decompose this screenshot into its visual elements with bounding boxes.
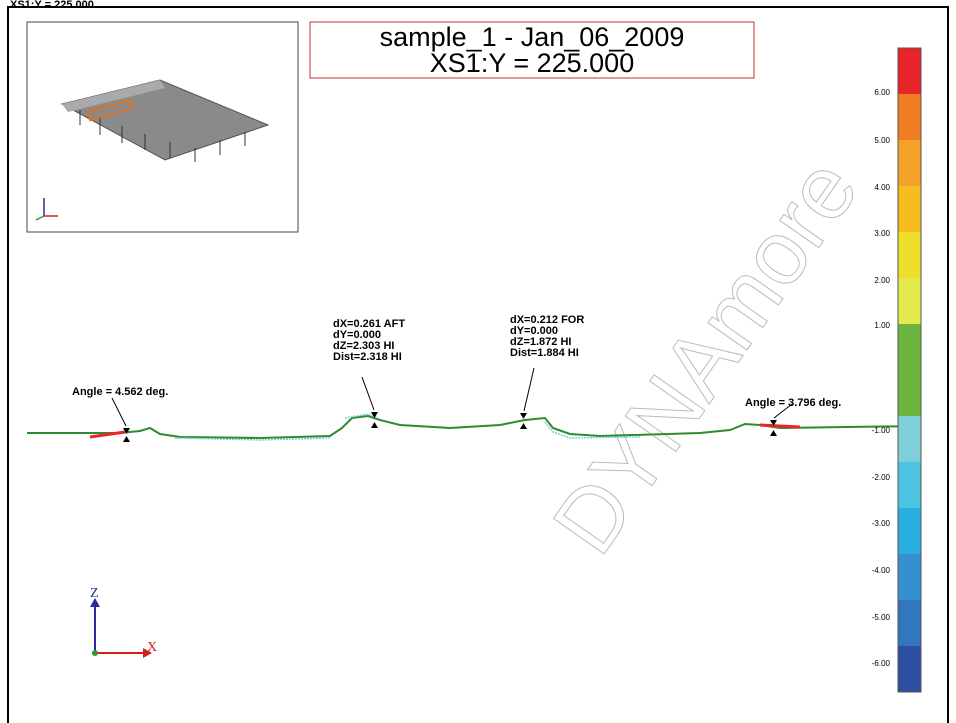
- color-label: -5.00: [872, 613, 891, 622]
- color-band: [898, 508, 921, 554]
- watermark: DYNAmore: [534, 141, 877, 571]
- inset-view: [27, 22, 298, 232]
- color-label: -3.00: [872, 519, 891, 528]
- viewport: XS1:Y = 225.000 sample_1 - Jan_06_2009 X…: [0, 0, 956, 723]
- color-band: [898, 416, 921, 462]
- color-band: [898, 600, 921, 646]
- color-band: [898, 232, 921, 278]
- color-label: -1.00: [872, 426, 891, 435]
- view-header: XS1:Y = 225.000: [10, 0, 94, 11]
- measurement-line: Dist=1.884 HI: [510, 347, 579, 359]
- color-label: 4.00: [874, 183, 890, 192]
- color-band: [898, 646, 921, 692]
- axis-z-label: Z: [90, 586, 99, 601]
- color-band: [898, 48, 921, 94]
- color-band: [898, 278, 921, 324]
- color-label: 2.00: [874, 276, 890, 285]
- color-band: [898, 94, 921, 140]
- color-label: -4.00: [872, 566, 891, 575]
- axis-triad: Z X: [90, 586, 157, 658]
- color-label: 1.00: [874, 321, 890, 330]
- title-line-2: XS1:Y = 225.000: [430, 48, 634, 78]
- page: {"header": "XS1:Y = 225.000", "title": {…: [0, 0, 956, 723]
- color-band: [898, 324, 921, 370]
- measurement-line: Dist=2.318 HI: [333, 351, 402, 363]
- angle-label: Angle = 3.796 deg.: [745, 397, 841, 409]
- angle-label: Angle = 4.562 deg.: [72, 386, 168, 398]
- color-label: 6.00: [874, 88, 890, 97]
- color-label: -2.00: [872, 473, 891, 482]
- color-label: -6.00: [872, 659, 891, 668]
- color-band: [898, 186, 921, 232]
- color-band: [898, 554, 921, 600]
- color-label: 3.00: [874, 229, 890, 238]
- color-band: [898, 462, 921, 508]
- axis-x-label: X: [147, 640, 157, 655]
- color-legend: 6.00 5.00 4.00 3.00 2.00 1.00 -1.00 -2.00 -3.00 -…: [872, 48, 921, 692]
- color-band: [898, 140, 921, 186]
- color-band: [898, 370, 921, 416]
- color-label: 5.00: [874, 136, 890, 145]
